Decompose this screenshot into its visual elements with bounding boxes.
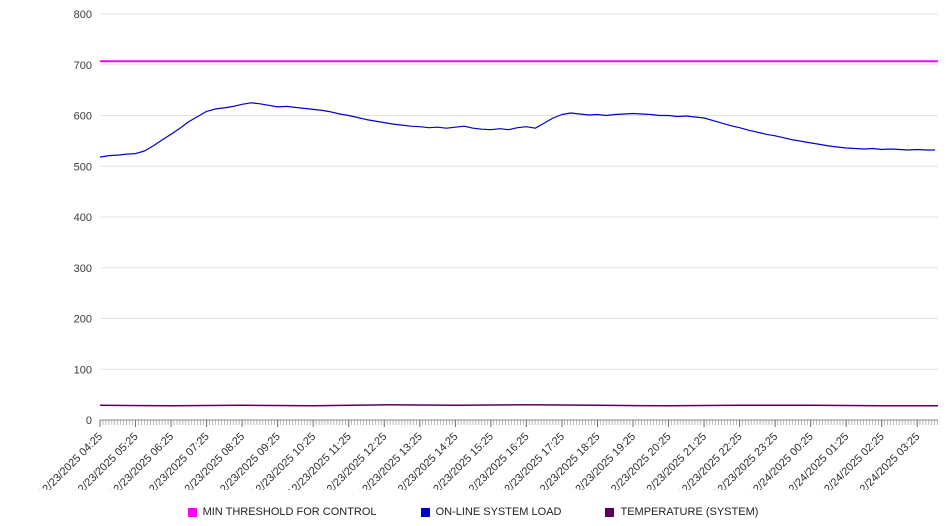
legend-item-min-threshold[interactable]: MIN THRESHOLD FOR CONTROL (187, 506, 377, 518)
svg-text:0: 0 (86, 415, 92, 427)
legend-swatch (420, 507, 430, 517)
legend-label: MIN THRESHOLD FOR CONTROL (202, 506, 377, 518)
legend-label: ON-LINE SYSTEM LOAD (435, 506, 562, 518)
svg-text:100: 100 (74, 364, 92, 376)
svg-text:400: 400 (74, 212, 92, 224)
legend-swatch (187, 507, 197, 517)
svg-text:700: 700 (74, 60, 92, 72)
svg-text:800: 800 (74, 9, 92, 21)
svg-text:300: 300 (74, 263, 92, 275)
svg-text:600: 600 (74, 111, 92, 123)
legend-label: TEMPERATURE (SYSTEM) (620, 506, 759, 518)
chart-legend: MIN THRESHOLD FOR CONTROL ON-LINE SYSTEM… (0, 506, 946, 518)
legend-item-system-load[interactable]: ON-LINE SYSTEM LOAD (420, 506, 562, 518)
svg-text:500: 500 (74, 161, 92, 173)
legend-item-temperature[interactable]: TEMPERATURE (SYSTEM) (605, 506, 758, 518)
legend-swatch (605, 507, 615, 517)
svg-text:200: 200 (74, 314, 92, 326)
